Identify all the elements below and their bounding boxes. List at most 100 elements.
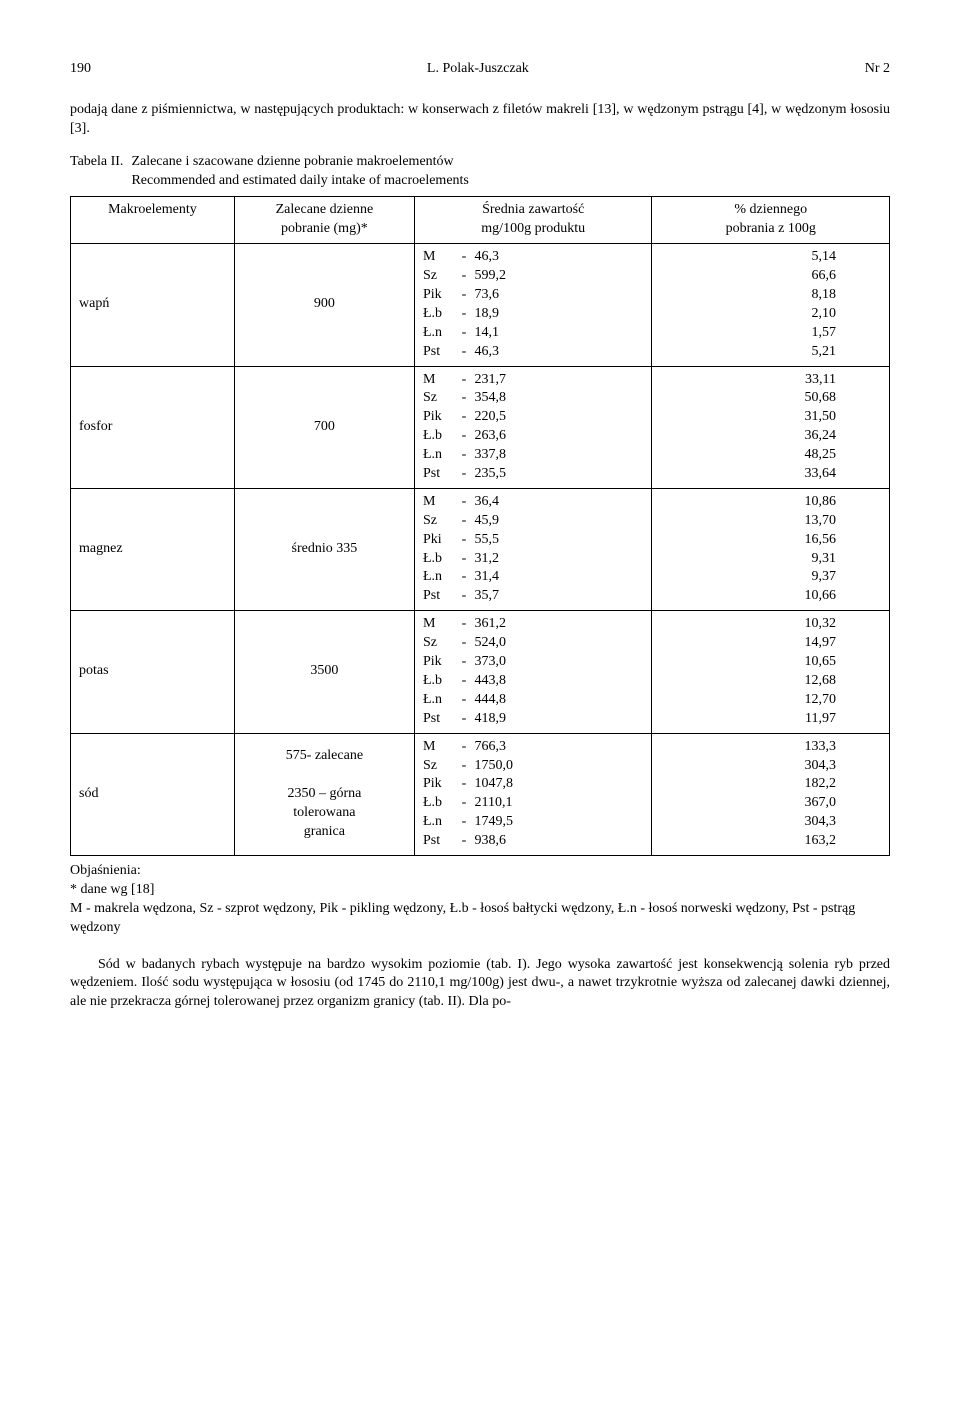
percent-value: 11,97 [660, 710, 836, 729]
running-header: 190 L. Polak-Juszczak Nr 2 [70, 60, 890, 79]
value-line: M- 361,2 [423, 615, 644, 634]
value-line: M- 36,4 [423, 493, 644, 512]
header-percent: % dziennego pobrania z 100g [652, 197, 890, 244]
row-values: M- 361,2Sz- 524,0Pik- 373,0Ł.b- 443,8Ł.n… [414, 611, 652, 733]
value-line: Pst- 418,9 [423, 710, 644, 729]
row-name: wapń [71, 244, 235, 366]
author-name: L. Polak-Juszczak [91, 60, 865, 79]
notes-line2: * dane wg [18] [70, 881, 890, 900]
percent-value: 304,3 [660, 757, 836, 776]
percent-value: 133,3 [660, 738, 836, 757]
percent-value: 2,10 [660, 305, 836, 324]
row-values: M- 36,4Sz- 45,9Pki- 55,5Ł.b- 31,2Ł.n- 31… [414, 488, 652, 610]
percent-value: 8,18 [660, 286, 836, 305]
percent-value: 14,97 [660, 634, 836, 653]
percent-value: 12,68 [660, 672, 836, 691]
table-row: fosfor700M- 231,7Sz- 354,8Pik- 220,5Ł.b-… [71, 366, 890, 488]
value-line: Ł.n- 14,1 [423, 324, 644, 343]
value-line: Ł.n- 444,8 [423, 691, 644, 710]
table-row: sód575- zalecane 2350 – górnatolerowanag… [71, 733, 890, 855]
value-line: Sz- 599,2 [423, 267, 644, 286]
percent-value: 31,50 [660, 408, 836, 427]
row-percent: 133,3304,3182,2367,0304,3163,2 [652, 733, 890, 855]
value-line: M- 231,7 [423, 371, 644, 390]
value-line: M- 766,3 [423, 738, 644, 757]
table-label: Tabela II. [70, 153, 123, 191]
value-line: Ł.b- 2110,1 [423, 794, 644, 813]
percent-value: 182,2 [660, 775, 836, 794]
percent-value: 10,65 [660, 653, 836, 672]
value-line: Ł.b- 18,9 [423, 305, 644, 324]
header-makroelementy: Makroelementy [71, 197, 235, 244]
value-line: Ł.n- 337,8 [423, 446, 644, 465]
row-percent: 5,1466,68,182,101,575,21 [652, 244, 890, 366]
row-recommended: 700 [234, 366, 414, 488]
page-number-left: 190 [70, 60, 91, 79]
page-number-right: Nr 2 [865, 60, 890, 79]
value-line: Pik- 373,0 [423, 653, 644, 672]
percent-value: 48,25 [660, 446, 836, 465]
value-line: Sz- 354,8 [423, 389, 644, 408]
row-recommended: 3500 [234, 611, 414, 733]
percent-value: 9,31 [660, 550, 836, 569]
percent-value: 33,11 [660, 371, 836, 390]
value-line: Ł.n- 1749,5 [423, 813, 644, 832]
caption-line1: Zalecane i szacowane dzienne pobranie ma… [131, 153, 890, 172]
percent-value: 16,56 [660, 531, 836, 550]
value-line: Sz- 45,9 [423, 512, 644, 531]
intro-paragraph: podają dane z piśmiennictwa, w następują… [70, 101, 890, 139]
percent-value: 33,64 [660, 465, 836, 484]
value-line: M- 46,3 [423, 248, 644, 267]
value-line: Pst- 235,5 [423, 465, 644, 484]
row-name: sód [71, 733, 235, 855]
percent-value: 66,6 [660, 267, 836, 286]
table-row: wapń900M- 46,3Sz- 599,2Pik- 73,6Ł.b- 18,… [71, 244, 890, 366]
percent-value: 36,24 [660, 427, 836, 446]
value-line: Pik- 73,6 [423, 286, 644, 305]
value-line: Pik- 1047,8 [423, 775, 644, 794]
percent-value: 5,21 [660, 343, 836, 362]
percent-value: 1,57 [660, 324, 836, 343]
value-line: Pst- 46,3 [423, 343, 644, 362]
row-percent: 10,3214,9710,6512,6812,7011,97 [652, 611, 890, 733]
value-line: Pst- 938,6 [423, 832, 644, 851]
percent-value: 10,66 [660, 587, 836, 606]
percent-value: 12,70 [660, 691, 836, 710]
body-paragraph: Sód w badanych rybach występuje na bardz… [70, 956, 890, 1013]
row-recommended: 900 [234, 244, 414, 366]
percent-value: 13,70 [660, 512, 836, 531]
percent-value: 50,68 [660, 389, 836, 408]
percent-value: 304,3 [660, 813, 836, 832]
table-row: potas3500M- 361,2Sz- 524,0Pik- 373,0Ł.b-… [71, 611, 890, 733]
row-name: fosfor [71, 366, 235, 488]
value-line: Ł.b- 263,6 [423, 427, 644, 446]
percent-value: 5,14 [660, 248, 836, 267]
row-values: M- 231,7Sz- 354,8Pik- 220,5Ł.b- 263,6Ł.n… [414, 366, 652, 488]
row-values: M- 766,3Sz- 1750,0Pik- 1047,8Ł.b- 2110,1… [414, 733, 652, 855]
percent-value: 10,32 [660, 615, 836, 634]
header-zalecane: Zalecane dzienne pobranie (mg)* [234, 197, 414, 244]
row-recommended: średnio 335 [234, 488, 414, 610]
table-caption: Tabela II. Zalecane i szacowane dzienne … [70, 153, 890, 191]
caption-line2: Recommended and estimated daily intake o… [131, 172, 890, 191]
percent-value: 163,2 [660, 832, 836, 851]
value-line: Ł.n- 31,4 [423, 568, 644, 587]
value-line: Sz- 1750,0 [423, 757, 644, 776]
value-line: Pki- 55,5 [423, 531, 644, 550]
table-row: magnezśrednio 335M- 36,4Sz- 45,9Pki- 55,… [71, 488, 890, 610]
value-line: Ł.b- 443,8 [423, 672, 644, 691]
percent-value: 9,37 [660, 568, 836, 587]
row-percent: 33,1150,6831,5036,2448,2533,64 [652, 366, 890, 488]
row-percent: 10,8613,7016,569,319,3710,66 [652, 488, 890, 610]
row-values: M- 46,3Sz- 599,2Pik- 73,6Ł.b- 18,9Ł.n- 1… [414, 244, 652, 366]
value-line: Pst- 35,7 [423, 587, 644, 606]
value-line: Pik- 220,5 [423, 408, 644, 427]
table-notes: Objaśnienia: * dane wg [18] M - makrela … [70, 862, 890, 938]
percent-value: 10,86 [660, 493, 836, 512]
value-line: Ł.b- 31,2 [423, 550, 644, 569]
percent-value: 367,0 [660, 794, 836, 813]
row-name: magnez [71, 488, 235, 610]
notes-line3: M - makrela wędzona, Sz - szprot wędzony… [70, 900, 890, 938]
table-description: Zalecane i szacowane dzienne pobranie ma… [131, 153, 890, 191]
macroelements-table: Makroelementy Zalecane dzienne pobranie … [70, 196, 890, 856]
